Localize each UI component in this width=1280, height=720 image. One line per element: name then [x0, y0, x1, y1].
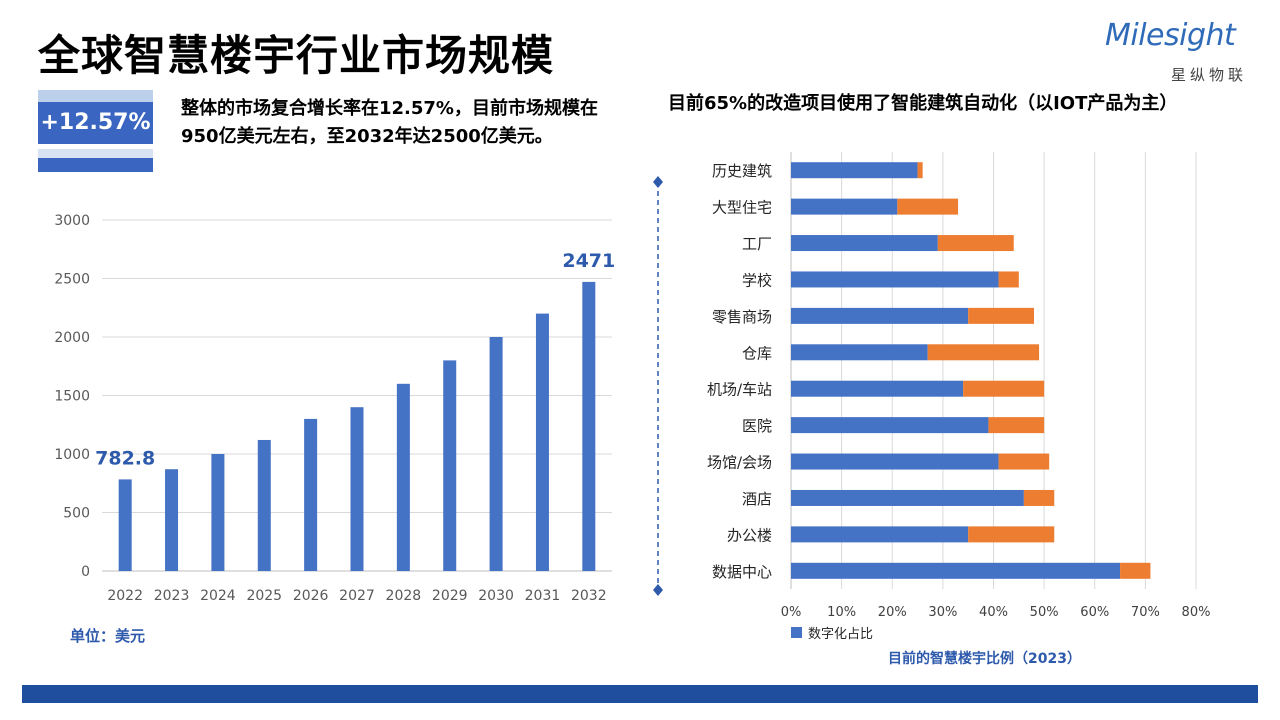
category-label: 零售商场	[712, 308, 772, 326]
bar-orange-5	[927, 344, 1040, 361]
bar-orange-11	[1120, 562, 1151, 579]
legend-swatch	[791, 627, 802, 638]
category-label: 仓库	[742, 344, 772, 362]
category-label: 医院	[742, 417, 772, 435]
bar-orange-9	[1023, 489, 1055, 506]
category-label: 办公楼	[727, 526, 772, 544]
bar-2027	[350, 407, 364, 571]
bar-2028	[396, 383, 410, 571]
bar-2024	[211, 454, 225, 571]
bar-2030	[489, 337, 503, 571]
bar-orange-7	[988, 417, 1045, 434]
x-tick-label: 40%	[979, 605, 1008, 620]
bar-orange-4	[968, 307, 1034, 324]
x-tick-label: 2022	[107, 588, 143, 604]
bar-orange-8	[998, 453, 1050, 470]
bar-orange-6	[963, 380, 1045, 397]
logo-chinese-name: 星纵物联	[1171, 66, 1248, 84]
market-summary: 整体的市场复合增长率在12.57%，目前市场规模在950亿美元左右，至2032年…	[181, 98, 598, 147]
y-tick-label: 2000	[54, 330, 90, 346]
growth-badge: +12.57%	[38, 90, 153, 172]
legend-label: 数字化占比	[808, 627, 873, 642]
y-tick-label: 1000	[54, 447, 90, 463]
x-tick-label: 2027	[339, 588, 375, 604]
category-label: 场馆/会场	[707, 454, 772, 472]
retrofit-chart-title: 目前65%的改造项目使用了智能建筑自动化（以IOT产品为主）	[668, 93, 1178, 114]
category-label: 数据中心	[712, 563, 772, 581]
bar-blue-3	[791, 271, 999, 288]
bar-blue-11	[791, 562, 1121, 579]
bar-orange-2	[937, 235, 1014, 252]
x-tick-label: 2023	[154, 588, 190, 604]
x-tick-label: 2030	[478, 588, 514, 604]
y-tick-label: 1500	[54, 389, 90, 405]
y-tick-label: 0	[81, 564, 90, 580]
bar-blue-9	[791, 489, 1024, 506]
bar-2025	[257, 439, 271, 571]
data-label: 2471	[562, 250, 615, 272]
smart-building-ratio-chart: 0% 10% 20% 30% 40% 50% 60% 70% 80% 历史建筑大型住宅工厂学校零售…	[707, 152, 1211, 642]
x-tick-label: 70%	[1131, 605, 1160, 620]
category-label: 学校	[742, 271, 772, 289]
bar-blue-8	[791, 453, 999, 470]
x-tick-label: 0%	[781, 605, 802, 620]
category-label: 机场/车站	[707, 381, 772, 399]
brand-logo: Milesight 星纵物联	[1105, 18, 1255, 88]
bar-2029	[443, 360, 457, 571]
x-tick-label: 80%	[1182, 605, 1211, 620]
data-label: 782.8	[95, 447, 155, 469]
unit-label: 单位：美元	[70, 627, 146, 645]
bar-blue-5	[791, 344, 928, 361]
x-tick-label: 2032	[571, 588, 607, 604]
x-tick-label: 20%	[878, 605, 907, 620]
bar-blue-6	[791, 380, 964, 397]
bar-orange-3	[998, 271, 1019, 288]
page-title: 全球智慧楼宇行业市场规模	[38, 31, 555, 80]
x-tick-label: 30%	[928, 605, 957, 620]
bar-orange-1	[897, 198, 959, 215]
x-tick-label: 2026	[293, 588, 329, 604]
bar-blue-10	[791, 526, 969, 543]
bar-blue-4	[791, 307, 969, 324]
x-tick-label: 10%	[827, 605, 856, 620]
x-tick-label: 2024	[200, 588, 236, 604]
ratio-chart-caption: 目前的智慧楼宇比例（2023）	[888, 651, 1081, 667]
x-tick-label: 2031	[525, 588, 561, 604]
bar-orange-10	[968, 526, 1055, 543]
x-tick-label: 2025	[246, 588, 282, 604]
bar-blue-1	[791, 198, 898, 215]
market-size-bar-chart: 0 500 1000 1500 2000 2500 3000 2022 2023 2024 2025…	[54, 213, 615, 604]
category-label: 工厂	[742, 235, 772, 253]
bar-2022	[118, 479, 132, 571]
bar-2031	[535, 313, 549, 571]
bar-2026	[304, 418, 318, 571]
x-tick-label: 2029	[432, 588, 468, 604]
bar-orange-0	[917, 162, 923, 179]
y-tick-label: 500	[63, 506, 90, 522]
bar-2032	[582, 281, 596, 571]
bar-blue-7	[791, 417, 989, 434]
category-label: 酒店	[742, 490, 772, 508]
logo-wordmark: Milesight	[1105, 18, 1236, 53]
category-label: 大型住宅	[712, 199, 772, 217]
category-label: 历史建筑	[712, 162, 772, 180]
divider-diamond-top	[653, 176, 663, 188]
bar-blue-0	[791, 162, 918, 179]
section-divider	[653, 176, 663, 596]
x-tick-label: 2028	[386, 588, 422, 604]
y-tick-label: 2500	[54, 272, 90, 288]
bar-2023	[165, 469, 179, 571]
x-tick-label: 50%	[1030, 605, 1059, 620]
footer-bar	[22, 685, 1258, 703]
bar-blue-2	[791, 235, 938, 252]
y-tick-label: 3000	[54, 213, 90, 229]
divider-diamond-bottom	[653, 584, 663, 596]
x-tick-label: 60%	[1080, 605, 1109, 620]
growth-badge-value: +12.57%	[38, 102, 153, 144]
